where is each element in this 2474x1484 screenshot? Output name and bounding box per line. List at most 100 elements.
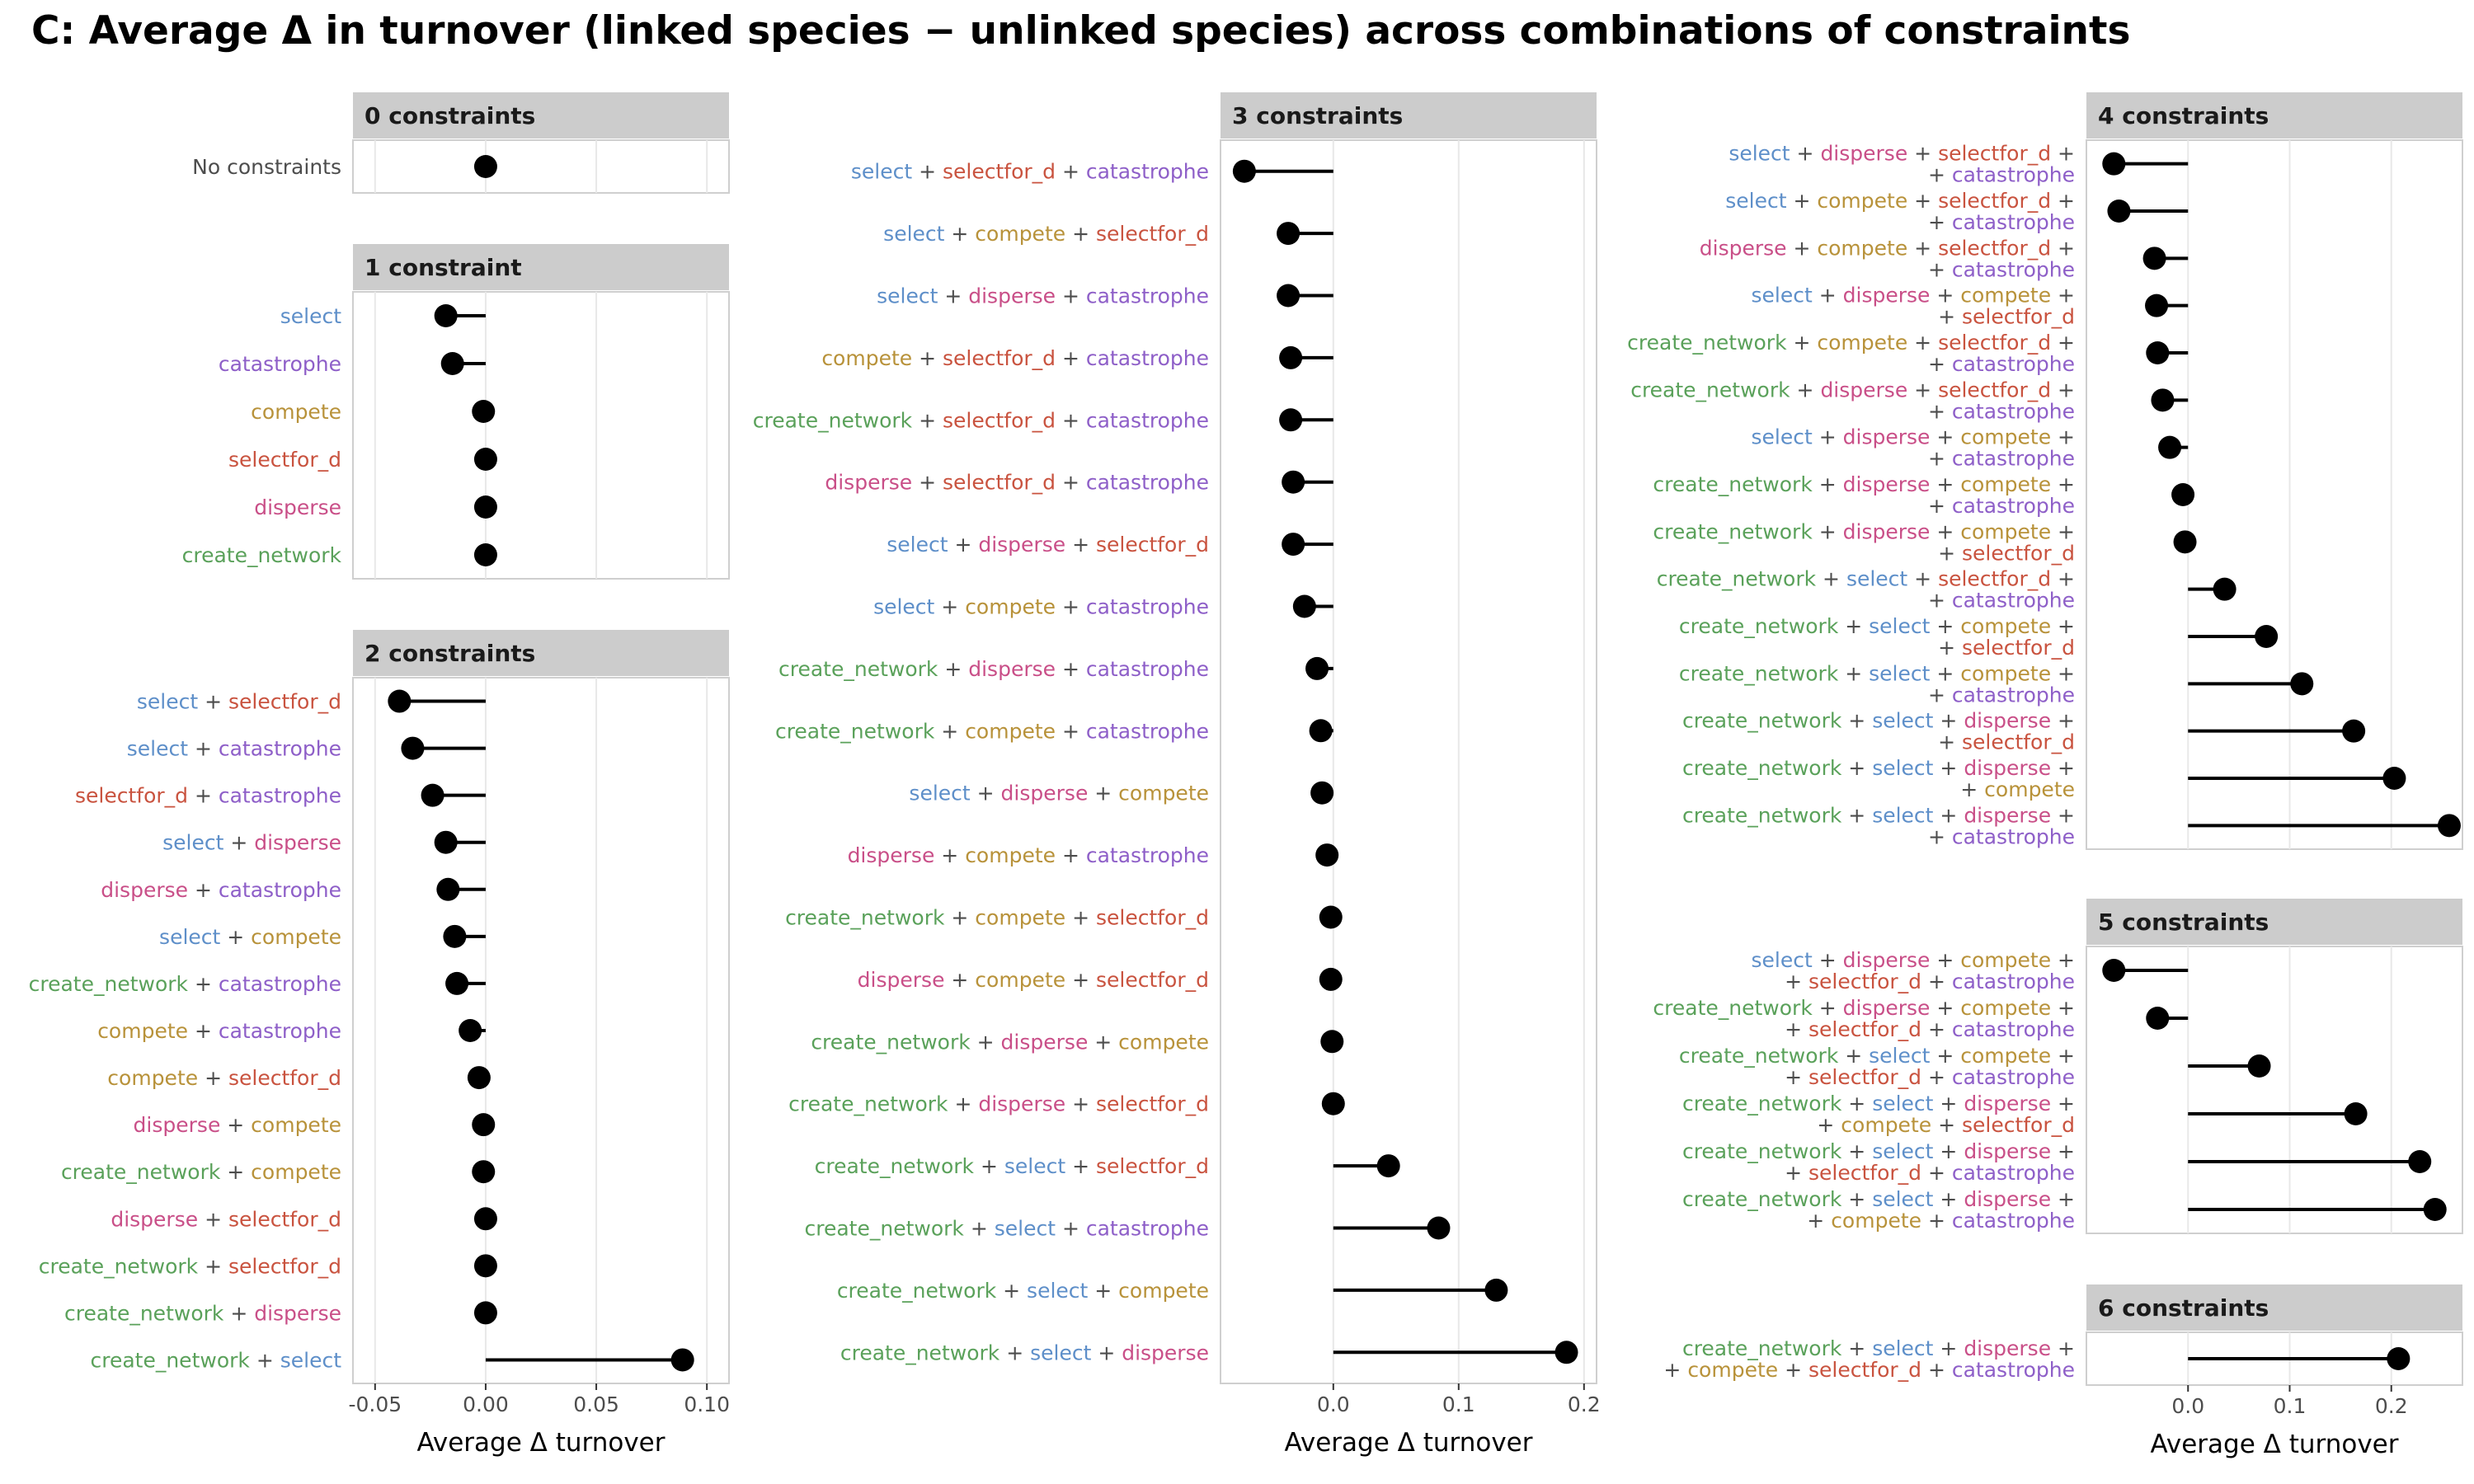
term-disperse: disperse: [1964, 756, 2051, 780]
category-label: selectfor_d + catastrophe: [75, 784, 341, 808]
term-disperse: disperse: [1001, 782, 1089, 805]
lollipop-point: [2171, 483, 2195, 506]
plus-sign: +: [1841, 1336, 1872, 1360]
plus-sign: +: [1785, 970, 1808, 993]
lollipop-point: [473, 543, 497, 566]
category-label: + catastrophe: [1928, 683, 2075, 707]
plus-sign: +: [1787, 189, 1818, 213]
term-compete: compete: [251, 925, 341, 949]
lollipop-point: [2342, 719, 2366, 743]
category-label: catastrophe: [219, 352, 341, 376]
category-label: create_network + disperse + catastrophe: [778, 657, 1209, 681]
facet-strip: [353, 630, 729, 676]
category-label: create_network + select + catastrophe: [805, 1217, 1210, 1241]
plus-sign: +: [1056, 1217, 1086, 1241]
category-label: create_network + compete + catastrophe: [775, 719, 1209, 743]
plus-sign: +: [1785, 1161, 1808, 1185]
plus-sign: +: [198, 1066, 228, 1090]
category-label: disperse + selectfor_d: [111, 1207, 341, 1231]
lollipop-point: [467, 1066, 491, 1090]
panel-background: [352, 139, 730, 194]
plus-sign: +: [1921, 1209, 1952, 1233]
term-select: select: [1752, 425, 1813, 449]
lollipop-point: [1319, 967, 1343, 991]
facet-title: 6 constraints: [2098, 1294, 2269, 1322]
plus-sign: +: [1933, 1336, 1964, 1360]
category-label: No constraints: [192, 155, 341, 179]
plus-sign: +: [1933, 803, 1964, 827]
category-label: disperse + compete + selectfor_d +: [1700, 236, 2075, 260]
plus-sign: +: [1088, 1030, 1118, 1054]
term-selectfor-d: selectfor_d: [228, 1254, 341, 1278]
plus-sign: +: [2051, 519, 2075, 543]
plus-sign: +: [2051, 425, 2075, 449]
term-disperse: disperse: [1964, 709, 2051, 733]
lollipop-point: [2145, 294, 2169, 317]
lollipop-point: [473, 1301, 497, 1325]
category-label: create_network + compete + selectfor_d +: [1627, 331, 2075, 355]
panel-background: [2086, 946, 2463, 1234]
plus-sign: +: [2051, 1044, 2075, 1068]
plus-sign: +: [1088, 782, 1118, 805]
term-select: select: [1872, 803, 1933, 827]
term-selectfor-d: selectfor_d: [1938, 189, 2051, 213]
plus-sign: +: [188, 1019, 219, 1043]
plus-sign: +: [1790, 142, 1821, 166]
lollipop-point: [401, 736, 425, 760]
plus-sign: +: [944, 968, 975, 992]
plus-sign: +: [2051, 567, 2075, 591]
category-label: select: [280, 304, 341, 328]
lollipop-point: [473, 448, 497, 471]
term-select: select: [280, 304, 341, 328]
category-label: create_network + select + compete +: [1679, 1044, 2075, 1068]
plus-sign: +: [1056, 284, 1086, 308]
category-label: disperse + catastrophe: [101, 878, 341, 902]
term-catastrophe: catastrophe: [1952, 1065, 2075, 1089]
plus-sign: +: [912, 346, 943, 370]
term-select: select: [162, 831, 223, 855]
term-compete: compete: [1960, 519, 2051, 543]
category-label: create_network + disperse + compete +: [1653, 472, 2075, 496]
term-create-network: create_network: [840, 1341, 1000, 1364]
plus-sign: +: [971, 782, 1001, 805]
term-select: select: [1872, 1336, 1933, 1360]
category-label: select + disperse: [162, 831, 341, 855]
category-label: + selectfor_d + catastrophe: [1785, 1161, 2075, 1185]
plus-sign: +: [1056, 719, 1086, 743]
panel-background: [2086, 139, 2463, 850]
category-label: create_network + compete: [61, 1160, 341, 1184]
term-create-network: create_network: [1627, 331, 1787, 355]
term-selectfor-d: selectfor_d: [228, 1207, 341, 1231]
category-label: create_network + select + disperse +: [1682, 1336, 2075, 1360]
term-create-network: create_network: [815, 1154, 975, 1178]
lollipop-point: [1484, 1278, 1508, 1302]
figure-title: C: Average Δ in turnover (linked species…: [31, 8, 2131, 54]
category-label: create_network + select + compete +: [1679, 661, 2075, 685]
term-catastrophe: catastrophe: [1952, 1358, 2075, 1382]
term-disperse: disperse: [1843, 519, 1931, 543]
plus-sign: +: [188, 737, 219, 761]
plus-sign: +: [1056, 657, 1086, 681]
plus-sign: +: [912, 408, 943, 432]
term-select: select: [1869, 614, 1930, 638]
lollipop-point: [1279, 408, 1303, 432]
plus-sign: +: [2051, 614, 2075, 638]
term-disperse: disperse: [1820, 378, 1907, 402]
term-disperse: disperse: [101, 878, 188, 902]
term-select: select: [1872, 1139, 1933, 1163]
term-select: select: [1872, 1092, 1933, 1115]
plus-sign: +: [1921, 970, 1952, 993]
term-selectfor-d: selectfor_d: [1938, 236, 2051, 260]
plus-sign: +: [1813, 519, 1843, 543]
term-catastrophe: catastrophe: [1086, 595, 1209, 619]
term-create-network: create_network: [1653, 472, 1813, 496]
term-selectfor-d: selectfor_d: [1938, 567, 2051, 591]
plus-sign: +: [1841, 709, 1872, 733]
term-create-network: create_network: [1657, 567, 1817, 591]
category-label: + catastrophe: [1928, 447, 2075, 471]
plus-sign: +: [1065, 968, 1096, 992]
plus-sign: +: [1907, 142, 1938, 166]
term-compete: compete: [975, 968, 1065, 992]
term-catastrophe: catastrophe: [219, 1019, 341, 1043]
term-catastrophe: catastrophe: [1952, 494, 2075, 518]
